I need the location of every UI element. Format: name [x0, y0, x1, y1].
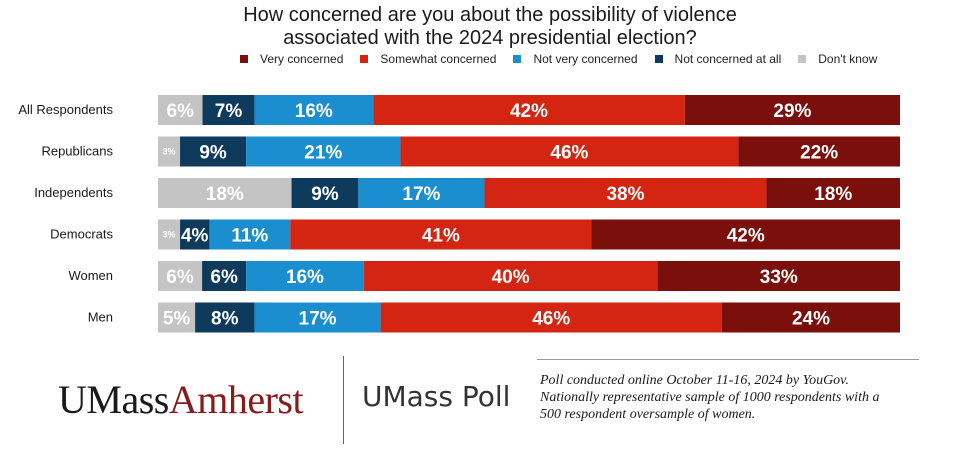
chart-legend: Very concerned Somewhat concerned Not very…	[240, 52, 894, 66]
bar-segment	[202, 261, 247, 291]
data-label: 9%	[199, 143, 227, 164]
legend-item: Not very concerned	[513, 52, 638, 66]
bar-segment	[591, 219, 900, 250]
bar-segment	[209, 219, 291, 250]
footer-rule	[537, 359, 919, 360]
data-label: 18%	[206, 184, 244, 205]
data-label: 4%	[181, 226, 209, 247]
category-label: Republicans	[41, 144, 113, 159]
umass-amherst-logo: UMass Amherst	[58, 373, 304, 425]
bar-segment	[291, 178, 359, 208]
data-label: 46%	[532, 309, 570, 330]
data-label: 42%	[510, 101, 548, 122]
legend-swatch	[240, 55, 248, 63]
data-label: 18%	[814, 184, 852, 205]
legend-item: Very concerned	[240, 52, 343, 66]
category-label: Democrats	[50, 227, 113, 242]
data-label: 3%	[163, 147, 176, 157]
bar-segment	[738, 136, 900, 167]
legend-swatch	[654, 55, 663, 63]
bar-segment	[373, 95, 685, 125]
bar-segment	[400, 136, 739, 167]
legend-item: Not concerned at all	[654, 52, 782, 66]
legend-label: Don't know	[818, 52, 878, 66]
data-label: 22%	[800, 143, 838, 164]
bar-segment	[254, 95, 374, 125]
note-line-2: Nationally representative sample of 1000…	[540, 390, 880, 405]
data-label: 38%	[606, 184, 644, 205]
note-line-3: 500 respondent oversample of women.	[540, 407, 756, 422]
legend-label: Very concerned	[260, 52, 344, 66]
data-label: 17%	[402, 184, 440, 205]
bar-segment	[180, 219, 210, 250]
bar-segment	[246, 136, 401, 167]
data-label: 16%	[286, 267, 324, 288]
legend-item: Somewhat concerned	[360, 52, 496, 66]
data-label: 24%	[792, 309, 830, 330]
bar-segment	[158, 136, 181, 167]
bar-segment	[158, 95, 203, 125]
data-label: 11%	[231, 226, 268, 247]
data-label: 21%	[304, 143, 342, 164]
bar-segment	[158, 219, 181, 250]
chart-title: How concerned are you about the possibil…	[0, 4, 980, 50]
logo-text-amherst: Amherst	[168, 376, 304, 422]
logo-divider	[343, 356, 344, 444]
data-label: 6%	[210, 267, 238, 288]
bar-segment	[158, 261, 203, 291]
bar-segment	[363, 261, 658, 291]
bar-segment	[358, 178, 485, 208]
data-label: 3%	[163, 230, 176, 240]
logo-text-umass: UMass	[58, 376, 169, 422]
bar-segment	[290, 219, 592, 250]
bar-segment	[195, 302, 255, 333]
data-label: 6%	[166, 267, 194, 288]
legend-swatch	[513, 55, 522, 63]
category-label: Independents	[34, 185, 113, 200]
legend-label: Somewhat concerned	[380, 52, 497, 66]
poll-name: UMass Poll	[362, 380, 511, 413]
chart-title-line-2: associated with the 2024 presidential el…	[283, 27, 697, 49]
bar-segment	[657, 261, 900, 291]
chart-title-line-1: How concerned are you about the possibil…	[243, 4, 737, 26]
bar-segment	[180, 136, 247, 167]
legend-item: Don't know	[798, 52, 877, 66]
bar-segment	[721, 302, 900, 333]
bar-segment	[158, 178, 292, 208]
data-label: 16%	[295, 101, 333, 122]
data-label: 33%	[760, 267, 798, 288]
data-label: 5%	[163, 309, 191, 330]
bar-segment	[380, 302, 722, 333]
legend-label: Not concerned at all	[674, 52, 782, 66]
bar-segment	[766, 178, 900, 208]
bar-segment	[246, 261, 364, 291]
methodology-note: Poll conducted online October 11-16, 202…	[540, 372, 940, 423]
legend-swatch	[360, 55, 369, 63]
category-label: All Respondents	[18, 102, 113, 117]
data-label: 17%	[299, 309, 337, 330]
legend-label: Not very concerned	[533, 52, 638, 66]
category-label: Men	[88, 310, 113, 325]
data-label: 9%	[311, 184, 339, 205]
data-label: 42%	[727, 226, 765, 247]
note-line-1: Poll conducted online October 11-16, 202…	[540, 373, 849, 388]
stacked-bar-chart: All Respondents 6% 7% 16% 42% 29% Republicans 3…	[18, 95, 900, 333]
data-label: 40%	[492, 267, 530, 288]
legend-swatch	[798, 55, 807, 63]
data-label: 41%	[422, 226, 460, 247]
data-label: 6%	[167, 101, 195, 122]
data-label: 46%	[550, 143, 588, 164]
bar-segment	[484, 178, 767, 208]
data-label: 29%	[773, 101, 811, 122]
category-label: Women	[68, 268, 113, 283]
bar-segment	[158, 302, 196, 333]
bar-segment	[202, 95, 255, 125]
data-label: 8%	[211, 309, 239, 330]
bar-segment	[254, 302, 381, 333]
bar-segment	[684, 95, 900, 125]
data-label: 7%	[215, 101, 243, 122]
